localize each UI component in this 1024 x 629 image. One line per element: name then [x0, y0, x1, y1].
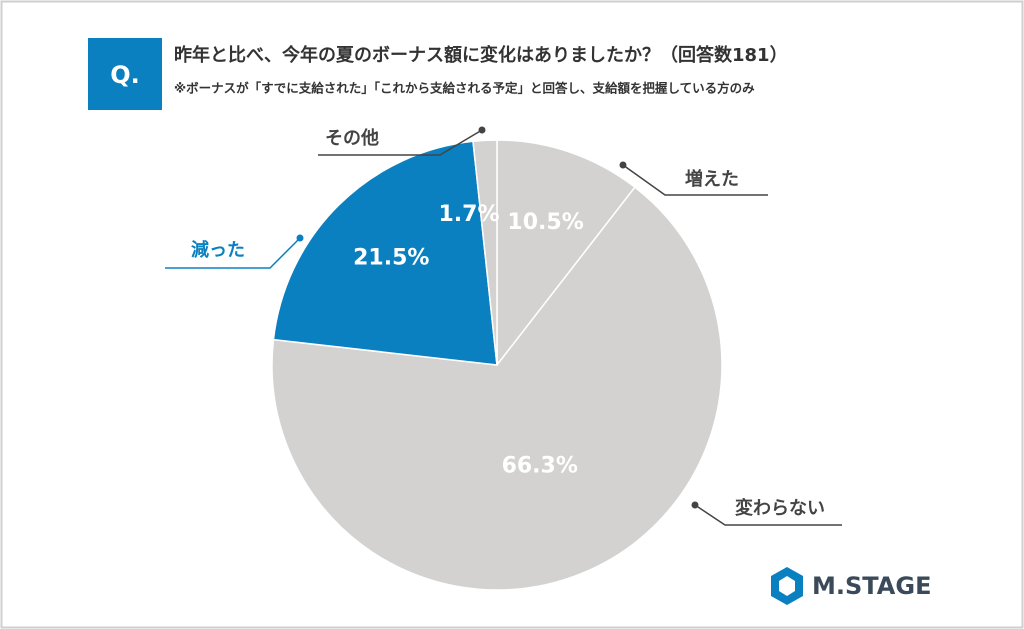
value-label: 66.3%	[502, 453, 578, 478]
pie-slice	[272, 140, 498, 366]
leader-line	[165, 237, 301, 269]
pie-slice	[496, 139, 636, 368]
category-label: その他	[325, 127, 379, 149]
question-badge-box	[88, 38, 162, 110]
leader-dot	[296, 234, 304, 242]
pie-slice	[271, 186, 723, 591]
brand-name: M.STAGE	[812, 572, 931, 600]
value-label: 10.5%	[507, 210, 583, 235]
leader-line	[694, 504, 842, 526]
leader-dot	[619, 161, 627, 169]
pie-slice	[472, 139, 498, 366]
value-label: 21.5%	[353, 246, 429, 271]
value-label: 1.7%	[438, 202, 499, 227]
leader-line	[622, 164, 768, 196]
leader-line	[318, 129, 483, 156]
chart-title: 昨年と比べ、今年の夏のボーナス額に変化はありましたか？（回答数181）	[174, 44, 788, 66]
leader-dot	[691, 501, 699, 509]
category-label: 変わらない	[735, 497, 825, 519]
category-label: 減った	[191, 239, 245, 261]
question-badge: Q.	[110, 61, 140, 89]
chart-subtitle: ※ボーナスが「すでに支給された」「これから支給される予定」と回答し、支給額を把握…	[174, 81, 755, 96]
brand-logo: M.STAGE	[771, 567, 931, 605]
leader-dot	[478, 126, 486, 134]
category-label: 増えた	[685, 168, 739, 190]
logo-icon-inner	[779, 576, 795, 596]
